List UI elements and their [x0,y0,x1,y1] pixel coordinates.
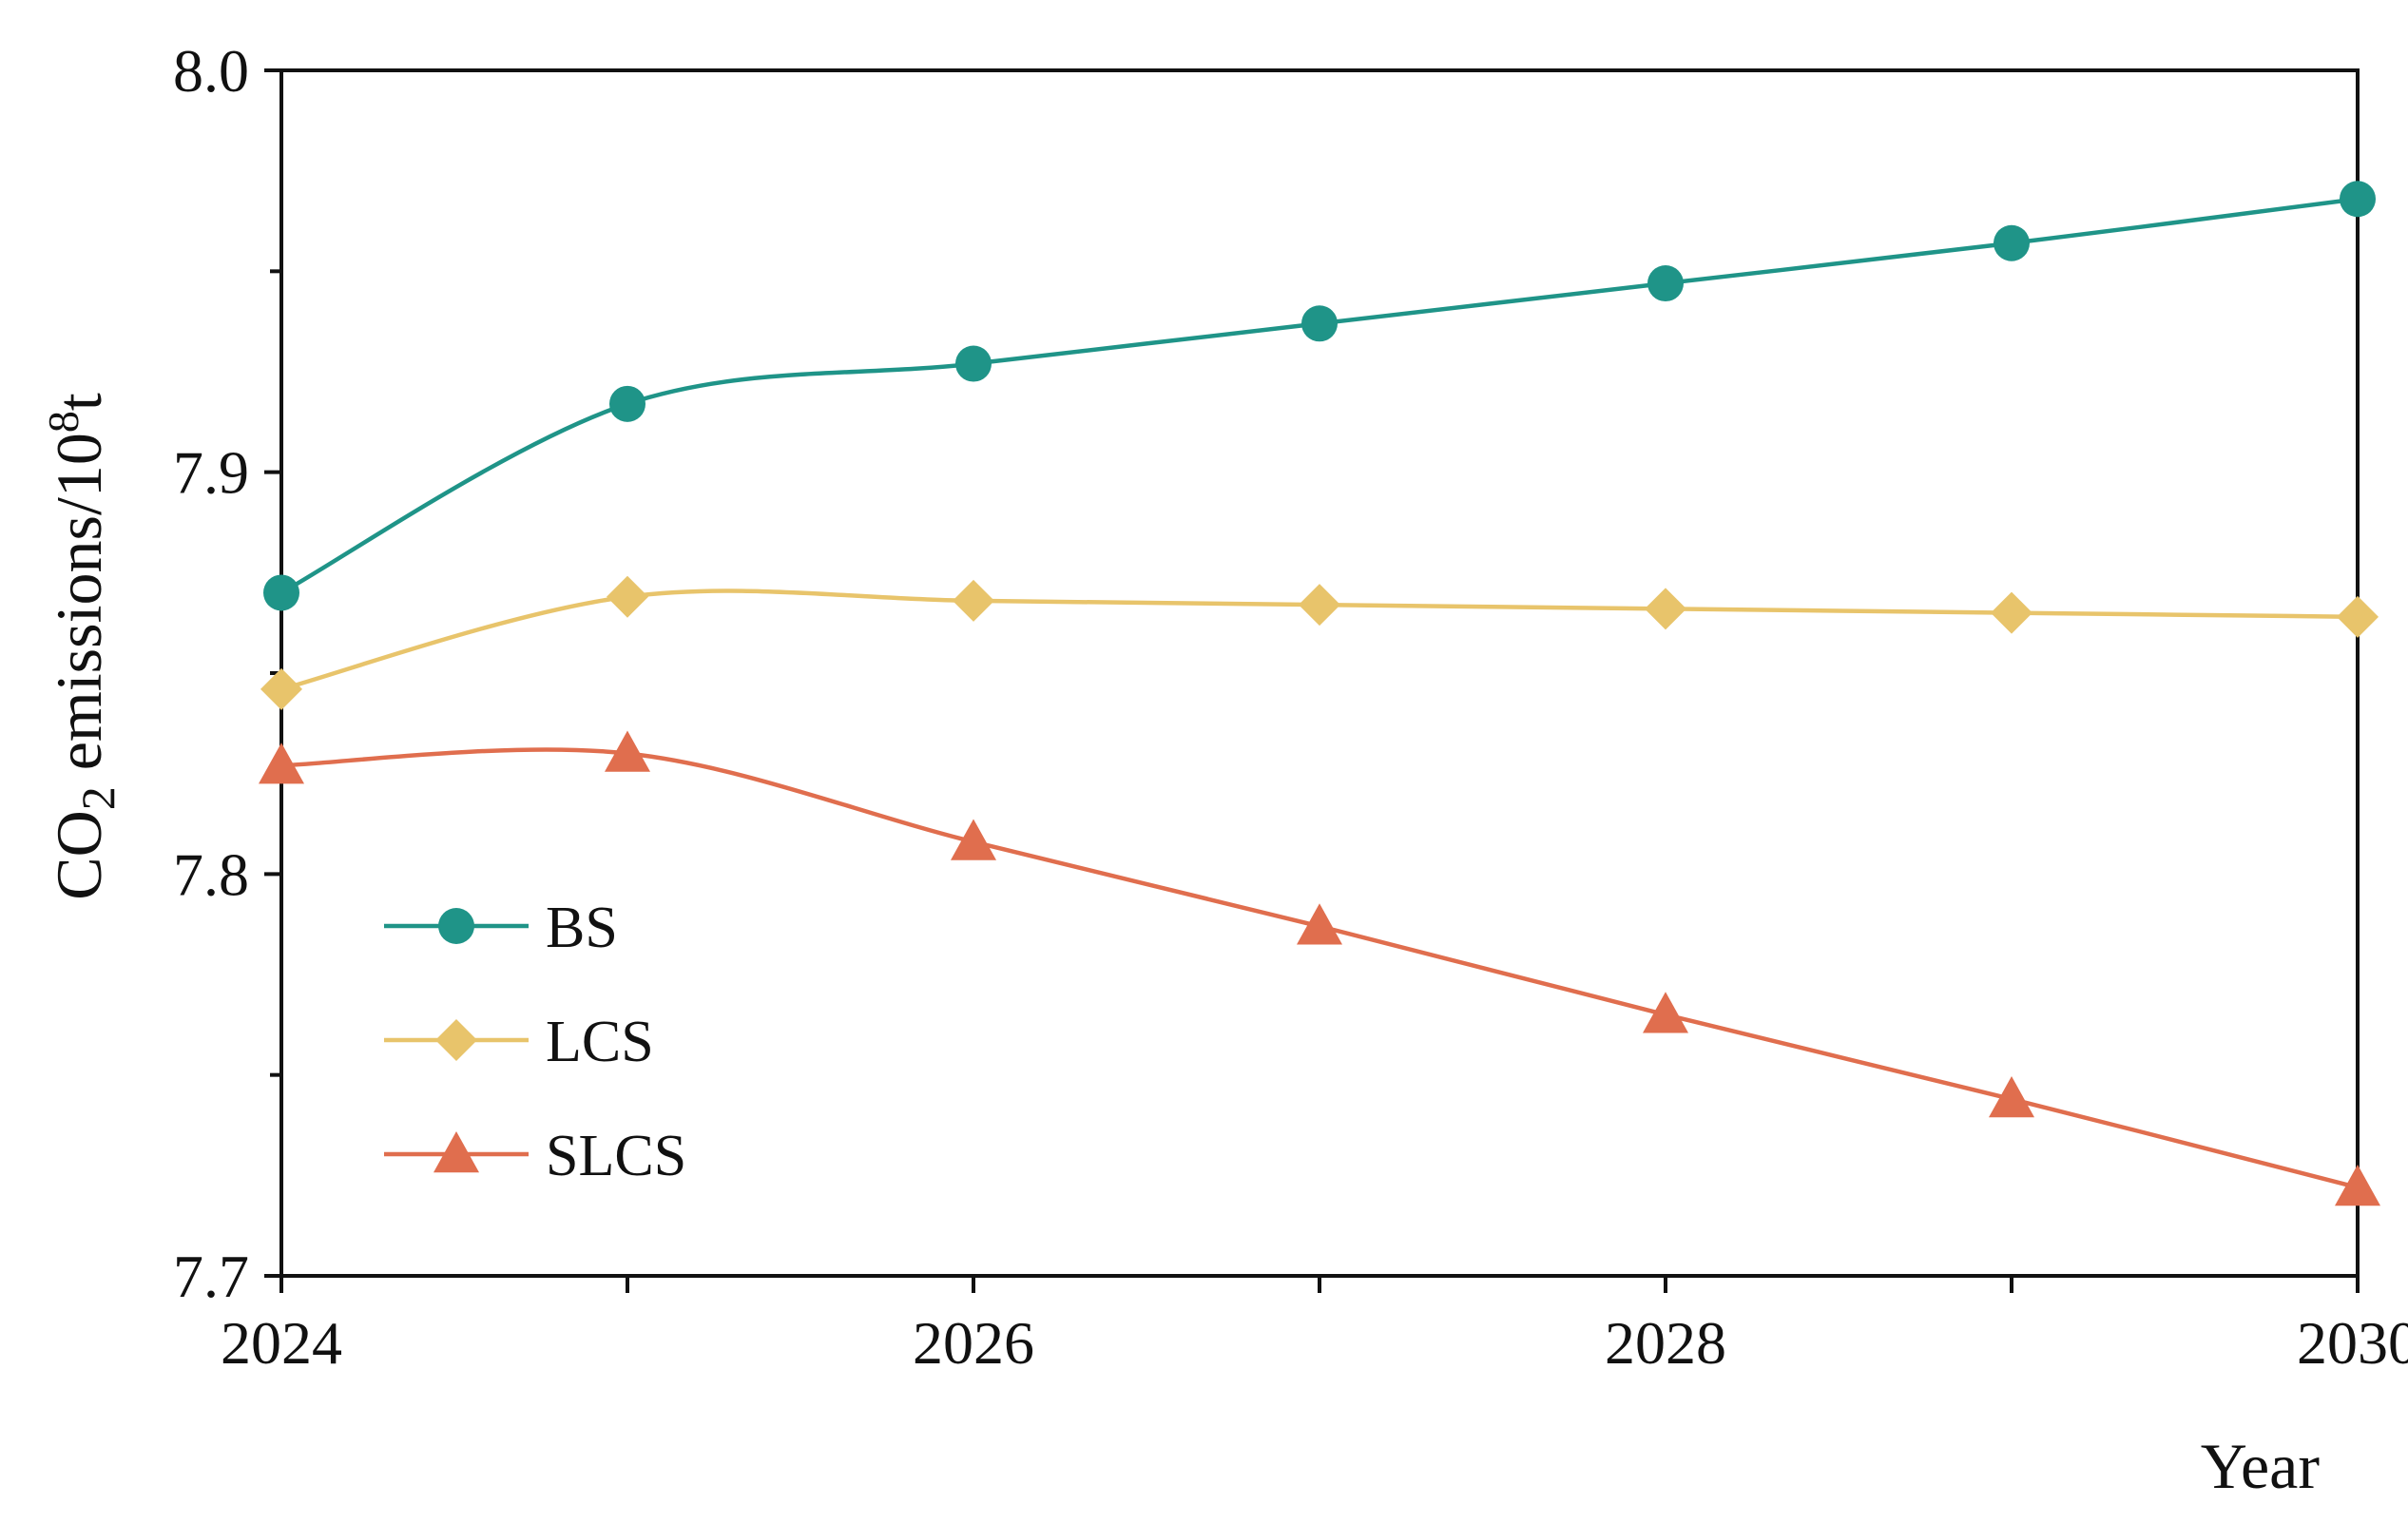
data-point-bs [1994,224,2030,261]
series-line-bs [279,197,2359,595]
series-bs [263,181,2376,611]
data-point-bs [2340,181,2376,218]
data-point-lcs [260,667,302,710]
y-axis-label: CO2 emissions/108t [39,393,125,900]
y-axis-label-middle: emissions/10 [43,433,115,786]
y-axis-label-prefix: CO [43,810,115,899]
y-tick-label: 7.9 [173,439,249,507]
data-point-lcs [607,575,648,618]
series-lcs [260,575,2379,710]
legend-marker-slcs [433,1131,479,1173]
x-tick-label: 2026 [913,1309,1034,1377]
legend-label-slcs: SLCS [546,1124,686,1188]
y-tick-label: 7.7 [173,1243,249,1310]
legend-item-lcs: LCS [384,1010,654,1074]
data-point-lcs [953,579,994,622]
series-slcs [259,730,2380,1206]
plot-frame [279,68,2360,1278]
y-axis-label-subscript: 2 [71,786,125,810]
data-point-bs [263,574,299,611]
legend-marker-lcs [435,1019,477,1061]
data-point-slcs [1643,992,1688,1033]
y-tick-label: 7.8 [173,840,249,908]
data-point-lcs [1299,584,1340,627]
data-point-slcs [1297,903,1342,945]
legend-item-bs: BS [384,896,618,960]
x-tick-label: 2028 [1605,1309,1726,1377]
data-point-bs [609,385,645,422]
data-point-lcs [2337,595,2379,638]
x-axis-label: Year [2201,1430,2321,1502]
data-point-bs [955,345,992,382]
data-point-bs [1647,265,1684,302]
data-point-bs [1301,305,1338,342]
data-point-lcs [1645,588,1686,630]
data-point-slcs [2335,1165,2380,1206]
data-point-slcs [259,743,304,784]
x-tick-label: 2024 [221,1309,342,1377]
legend: BS LCS SLCS [384,896,686,1188]
series-group [259,181,2380,1206]
legend-label-lcs: LCS [546,1010,654,1074]
legend-label-bs: BS [546,896,618,960]
legend-item-slcs: SLCS [384,1124,686,1188]
data-point-slcs [605,730,650,772]
data-point-lcs [1991,591,2032,634]
data-point-slcs [951,819,996,860]
data-point-slcs [1989,1076,2034,1118]
y-axis-label-superscript: 8 [39,411,87,433]
axes: 2024 2026 2028 2030 7.7 7.8 7.9 8.0 [173,37,2408,1377]
y-tick-label: 8.0 [173,37,249,105]
x-tick-label: 2030 [2297,1309,2408,1377]
y-axis-label-suffix: t [43,393,115,411]
series-line-slcs [280,747,2359,1190]
legend-marker-bs [438,908,474,944]
